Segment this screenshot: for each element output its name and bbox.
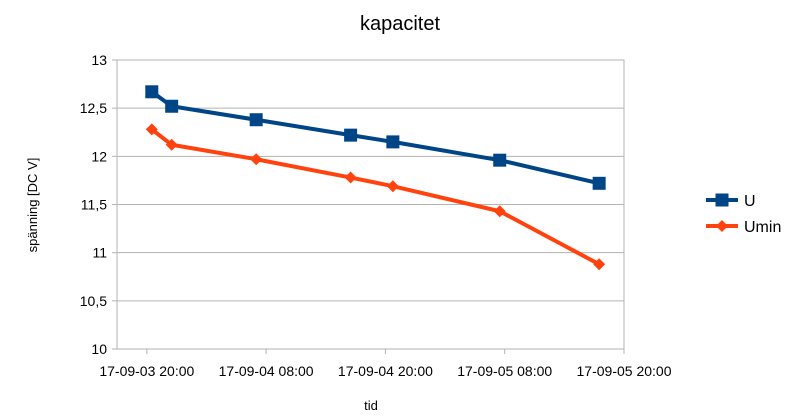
x-tick-label: 17-09-05 08:00 — [457, 363, 552, 379]
legend-label-umin: Umin — [744, 219, 781, 236]
legend-marker-u — [715, 193, 729, 207]
x-tick-label: 17-09-04 08:00 — [219, 363, 314, 379]
series-line-u — [150, 90, 600, 186]
x-tick-label: 17-09-04 20:00 — [338, 363, 433, 379]
series-line-umin — [150, 127, 601, 266]
y-tick-label: 10 — [91, 341, 107, 357]
data-point-u — [145, 85, 159, 99]
y-axis-label: spänning [DC V] — [25, 158, 40, 253]
y-tick-label: 11 — [92, 245, 107, 261]
legend-marker-umin — [716, 220, 728, 232]
y-tick-label: 13 — [91, 52, 107, 68]
y-axis: 10 10,5 11 11,5 12 12,5 13 — [80, 52, 117, 357]
x-axis-label: tid — [364, 398, 378, 413]
data-point-u — [386, 135, 400, 149]
legend-item-u: U — [706, 193, 756, 210]
series-umin — [145, 123, 606, 271]
data-point-umin — [165, 138, 178, 151]
legend-item-umin: Umin — [706, 219, 781, 236]
data-point-u — [249, 113, 263, 127]
data-point-u — [344, 128, 358, 142]
x-tick-label: 17-09-03 20:00 — [99, 363, 194, 379]
legend: U Umin — [706, 193, 781, 236]
data-point-umin — [493, 205, 506, 218]
x-tick-label: 17-09-05 20:00 — [577, 363, 672, 379]
gridlines — [117, 59, 624, 350]
data-point-umin — [593, 258, 606, 271]
data-point-u — [592, 176, 606, 190]
y-tick-label: 10,5 — [80, 293, 107, 309]
series-u — [145, 85, 606, 190]
legend-label-u: U — [744, 193, 756, 210]
data-point-umin — [386, 180, 399, 193]
data-point-u — [493, 153, 507, 167]
y-tick-label: 11,5 — [81, 197, 107, 213]
data-point-umin — [145, 123, 158, 136]
y-tick-label: 12,5 — [80, 100, 107, 116]
series-layer — [145, 85, 606, 271]
y-tick-label: 12 — [91, 148, 107, 164]
data-point-u — [165, 99, 179, 113]
chart-title: kapacitet — [360, 13, 440, 35]
data-point-umin — [250, 153, 263, 166]
data-point-umin — [344, 171, 357, 184]
x-axis: 17-09-03 20:00 17-09-04 08:00 17-09-04 20:… — [99, 349, 672, 379]
